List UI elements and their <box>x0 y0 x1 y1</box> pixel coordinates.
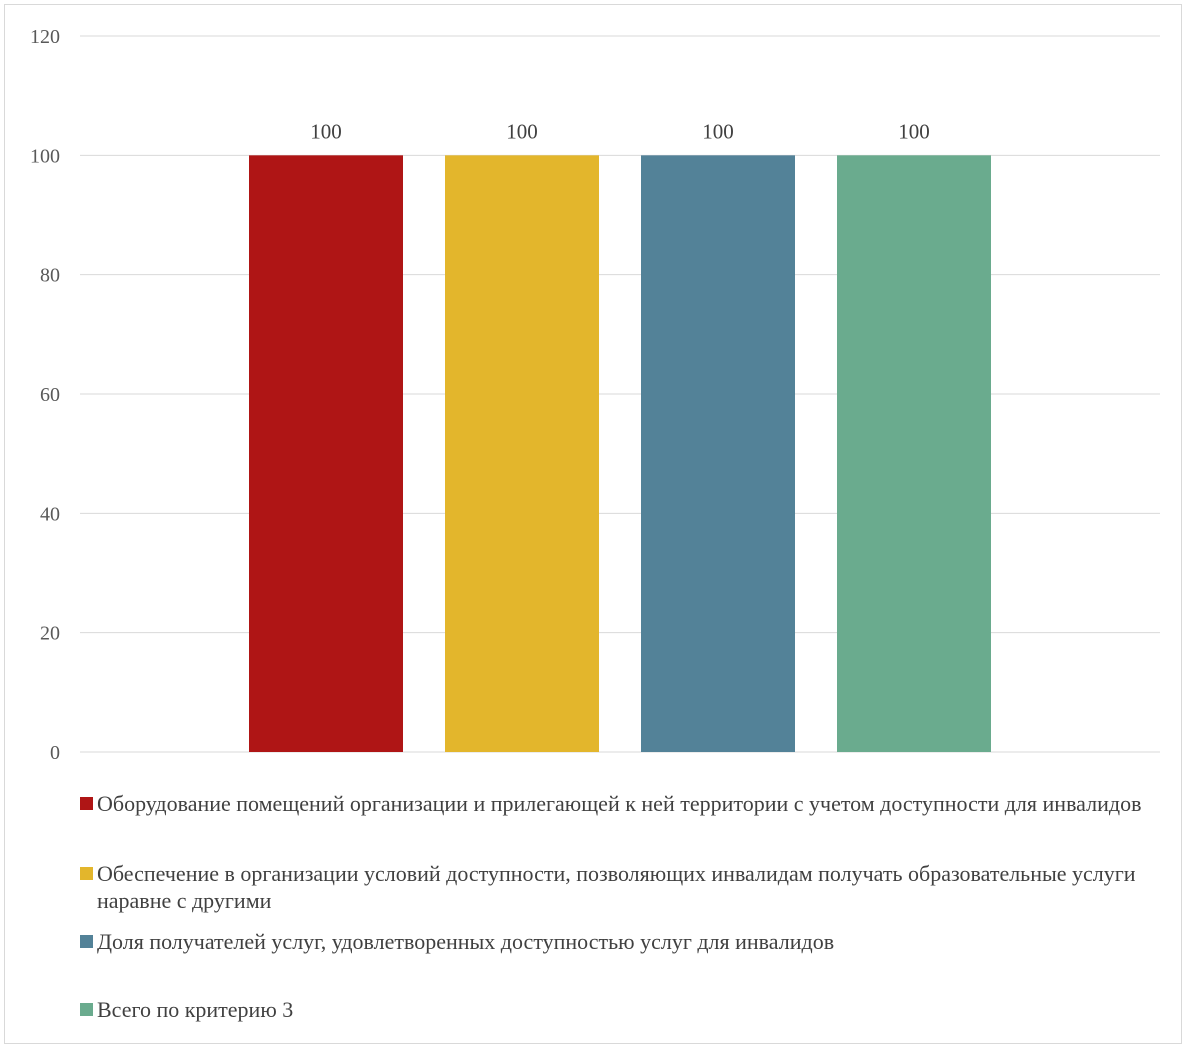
legend-label: Всего по критерию 3 <box>97 997 294 1022</box>
y-tick-label: 120 <box>30 26 60 48</box>
legend-item-4: Всего по критерию 3 <box>80 996 1150 1023</box>
data-label-4: 100 <box>898 119 930 143</box>
legend-label: Обеспечение в организации условий доступ… <box>97 861 1136 913</box>
legend-label: Доля получателей услуг, удовлетворенных … <box>97 929 835 954</box>
y-tick-label: 40 <box>40 503 60 525</box>
legend-swatch <box>80 935 93 948</box>
data-label-3: 100 <box>702 119 734 143</box>
legend-swatch <box>80 797 93 810</box>
y-tick-label: 0 <box>50 742 60 764</box>
y-tick-label: 80 <box>40 265 60 287</box>
data-label-1: 100 <box>310 119 342 143</box>
bar-2 <box>445 155 599 753</box>
legend-swatch <box>80 1003 93 1016</box>
bar-1 <box>249 155 403 753</box>
y-tick-label: 20 <box>40 623 60 645</box>
y-tick-label: 60 <box>40 384 60 406</box>
legend-item-2: Обеспечение в организации условий доступ… <box>80 860 1150 914</box>
bar-3 <box>641 155 795 753</box>
bar-chart: 0 20 40 60 80 100 120 100 100 100 100 <box>30 26 1160 764</box>
y-tick-label: 100 <box>30 145 60 167</box>
data-label-2: 100 <box>506 119 538 143</box>
legend-swatch <box>80 867 93 880</box>
legend-label: Оборудование помещений организации и при… <box>97 791 1142 816</box>
legend-item-1: Оборудование помещений организации и при… <box>80 790 1150 817</box>
bar-4 <box>837 155 991 753</box>
legend-item-3: Доля получателей услуг, удовлетворенных … <box>80 928 1150 955</box>
